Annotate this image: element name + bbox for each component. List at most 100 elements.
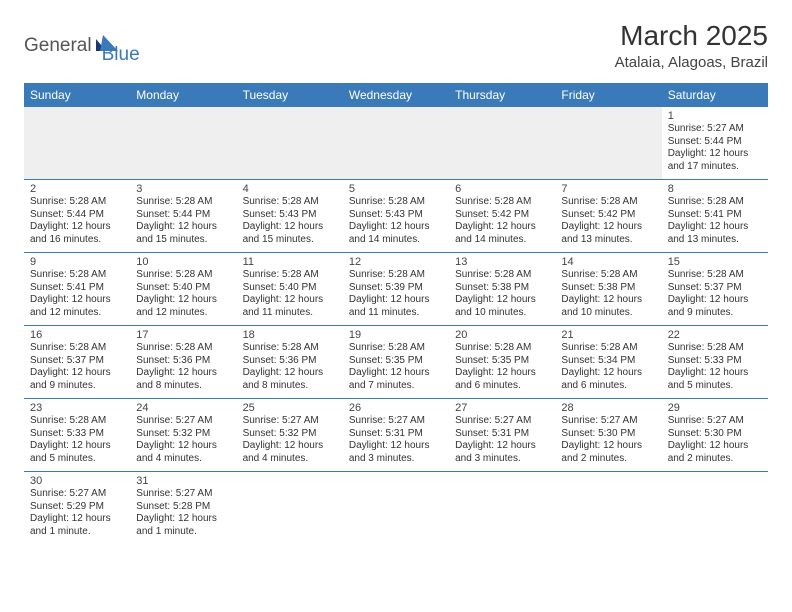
calendar-cell: 16Sunrise: 5:28 AMSunset: 5:37 PMDayligh… bbox=[24, 326, 130, 399]
calendar-cell bbox=[130, 107, 236, 180]
day-number: 28 bbox=[561, 402, 655, 414]
day-number: 14 bbox=[561, 256, 655, 268]
day-number: 19 bbox=[349, 329, 443, 341]
title-block: March 2025 Atalaia, Alagoas, Brazil bbox=[615, 20, 768, 71]
calendar-cell: 12Sunrise: 5:28 AMSunset: 5:39 PMDayligh… bbox=[343, 253, 449, 326]
sunrise-text: Sunrise: 5:28 AM bbox=[136, 196, 230, 209]
sunset-text: Sunset: 5:36 PM bbox=[243, 355, 337, 368]
sunset-text: Sunset: 5:37 PM bbox=[668, 282, 762, 295]
calendar-cell: 14Sunrise: 5:28 AMSunset: 5:38 PMDayligh… bbox=[555, 253, 661, 326]
calendar-cell: 21Sunrise: 5:28 AMSunset: 5:34 PMDayligh… bbox=[555, 326, 661, 399]
sunrise-text: Sunrise: 5:28 AM bbox=[668, 269, 762, 282]
sunrise-text: Sunrise: 5:28 AM bbox=[668, 342, 762, 355]
day-number: 1 bbox=[668, 110, 762, 122]
day-number: 20 bbox=[455, 329, 549, 341]
sunset-text: Sunset: 5:43 PM bbox=[349, 209, 443, 222]
calendar-cell bbox=[555, 472, 661, 545]
daylight-text: Daylight: 12 hours and 17 minutes. bbox=[668, 148, 762, 173]
day-header: Tuesday bbox=[237, 83, 343, 107]
sunrise-text: Sunrise: 5:28 AM bbox=[30, 415, 124, 428]
sunrise-text: Sunrise: 5:28 AM bbox=[30, 342, 124, 355]
sunrise-text: Sunrise: 5:28 AM bbox=[30, 196, 124, 209]
sunset-text: Sunset: 5:43 PM bbox=[243, 209, 337, 222]
day-number: 30 bbox=[30, 475, 124, 487]
calendar-week-row: 30Sunrise: 5:27 AMSunset: 5:29 PMDayligh… bbox=[24, 472, 768, 545]
sunset-text: Sunset: 5:39 PM bbox=[349, 282, 443, 295]
daylight-text: Daylight: 12 hours and 5 minutes. bbox=[668, 367, 762, 392]
day-number: 13 bbox=[455, 256, 549, 268]
sunset-text: Sunset: 5:31 PM bbox=[349, 428, 443, 441]
sunrise-text: Sunrise: 5:28 AM bbox=[243, 196, 337, 209]
sunrise-text: Sunrise: 5:28 AM bbox=[668, 196, 762, 209]
daylight-text: Daylight: 12 hours and 4 minutes. bbox=[243, 440, 337, 465]
calendar-cell: 27Sunrise: 5:27 AMSunset: 5:31 PMDayligh… bbox=[449, 399, 555, 472]
calendar-cell: 22Sunrise: 5:28 AMSunset: 5:33 PMDayligh… bbox=[662, 326, 768, 399]
calendar-cell: 31Sunrise: 5:27 AMSunset: 5:28 PMDayligh… bbox=[130, 472, 236, 545]
calendar-cell bbox=[662, 472, 768, 545]
sunrise-text: Sunrise: 5:28 AM bbox=[455, 196, 549, 209]
sunset-text: Sunset: 5:36 PM bbox=[136, 355, 230, 368]
day-number: 12 bbox=[349, 256, 443, 268]
calendar-cell: 5Sunrise: 5:28 AMSunset: 5:43 PMDaylight… bbox=[343, 180, 449, 253]
logo: General Blue bbox=[24, 26, 140, 66]
sunrise-text: Sunrise: 5:27 AM bbox=[668, 415, 762, 428]
sunrise-text: Sunrise: 5:27 AM bbox=[243, 415, 337, 428]
sunset-text: Sunset: 5:35 PM bbox=[349, 355, 443, 368]
calendar-cell: 8Sunrise: 5:28 AMSunset: 5:41 PMDaylight… bbox=[662, 180, 768, 253]
sunset-text: Sunset: 5:37 PM bbox=[30, 355, 124, 368]
sunset-text: Sunset: 5:33 PM bbox=[30, 428, 124, 441]
daylight-text: Daylight: 12 hours and 11 minutes. bbox=[349, 294, 443, 319]
calendar-week-row: 16Sunrise: 5:28 AMSunset: 5:37 PMDayligh… bbox=[24, 326, 768, 399]
sunset-text: Sunset: 5:38 PM bbox=[561, 282, 655, 295]
sunrise-text: Sunrise: 5:28 AM bbox=[349, 269, 443, 282]
daylight-text: Daylight: 12 hours and 11 minutes. bbox=[243, 294, 337, 319]
daylight-text: Daylight: 12 hours and 4 minutes. bbox=[136, 440, 230, 465]
calendar-table: Sunday Monday Tuesday Wednesday Thursday… bbox=[24, 83, 768, 544]
calendar-page: General Blue March 2025 Atalaia, Alagoas… bbox=[0, 0, 792, 564]
logo-text-2: Blue bbox=[102, 44, 140, 66]
calendar-cell: 30Sunrise: 5:27 AMSunset: 5:29 PMDayligh… bbox=[24, 472, 130, 545]
calendar-cell: 26Sunrise: 5:27 AMSunset: 5:31 PMDayligh… bbox=[343, 399, 449, 472]
day-number: 17 bbox=[136, 329, 230, 341]
daylight-text: Daylight: 12 hours and 3 minutes. bbox=[455, 440, 549, 465]
daylight-text: Daylight: 12 hours and 16 minutes. bbox=[30, 221, 124, 246]
daylight-text: Daylight: 12 hours and 1 minute. bbox=[136, 513, 230, 538]
sunrise-text: Sunrise: 5:28 AM bbox=[561, 196, 655, 209]
sunset-text: Sunset: 5:32 PM bbox=[136, 428, 230, 441]
day-number: 11 bbox=[243, 256, 337, 268]
daylight-text: Daylight: 12 hours and 1 minute. bbox=[30, 513, 124, 538]
daylight-text: Daylight: 12 hours and 2 minutes. bbox=[561, 440, 655, 465]
calendar-cell: 6Sunrise: 5:28 AMSunset: 5:42 PMDaylight… bbox=[449, 180, 555, 253]
sunrise-text: Sunrise: 5:27 AM bbox=[455, 415, 549, 428]
calendar-cell: 18Sunrise: 5:28 AMSunset: 5:36 PMDayligh… bbox=[237, 326, 343, 399]
daylight-text: Daylight: 12 hours and 7 minutes. bbox=[349, 367, 443, 392]
calendar-cell: 15Sunrise: 5:28 AMSunset: 5:37 PMDayligh… bbox=[662, 253, 768, 326]
calendar-cell: 2Sunrise: 5:28 AMSunset: 5:44 PMDaylight… bbox=[24, 180, 130, 253]
calendar-cell: 4Sunrise: 5:28 AMSunset: 5:43 PMDaylight… bbox=[237, 180, 343, 253]
sunrise-text: Sunrise: 5:27 AM bbox=[561, 415, 655, 428]
calendar-cell: 7Sunrise: 5:28 AMSunset: 5:42 PMDaylight… bbox=[555, 180, 661, 253]
day-number: 18 bbox=[243, 329, 337, 341]
calendar-cell: 20Sunrise: 5:28 AMSunset: 5:35 PMDayligh… bbox=[449, 326, 555, 399]
day-number: 2 bbox=[30, 183, 124, 195]
calendar-cell bbox=[343, 107, 449, 180]
month-title: March 2025 bbox=[615, 20, 768, 52]
day-number: 29 bbox=[668, 402, 762, 414]
calendar-cell: 23Sunrise: 5:28 AMSunset: 5:33 PMDayligh… bbox=[24, 399, 130, 472]
sunset-text: Sunset: 5:40 PM bbox=[136, 282, 230, 295]
day-number: 6 bbox=[455, 183, 549, 195]
daylight-text: Daylight: 12 hours and 5 minutes. bbox=[30, 440, 124, 465]
daylight-text: Daylight: 12 hours and 13 minutes. bbox=[668, 221, 762, 246]
calendar-cell: 19Sunrise: 5:28 AMSunset: 5:35 PMDayligh… bbox=[343, 326, 449, 399]
daylight-text: Daylight: 12 hours and 12 minutes. bbox=[136, 294, 230, 319]
daylight-text: Daylight: 12 hours and 8 minutes. bbox=[136, 367, 230, 392]
sunset-text: Sunset: 5:30 PM bbox=[561, 428, 655, 441]
day-number: 24 bbox=[136, 402, 230, 414]
day-number: 22 bbox=[668, 329, 762, 341]
calendar-cell: 17Sunrise: 5:28 AMSunset: 5:36 PMDayligh… bbox=[130, 326, 236, 399]
sunrise-text: Sunrise: 5:27 AM bbox=[349, 415, 443, 428]
daylight-text: Daylight: 12 hours and 10 minutes. bbox=[455, 294, 549, 319]
day-number: 10 bbox=[136, 256, 230, 268]
day-number: 5 bbox=[349, 183, 443, 195]
day-number: 25 bbox=[243, 402, 337, 414]
